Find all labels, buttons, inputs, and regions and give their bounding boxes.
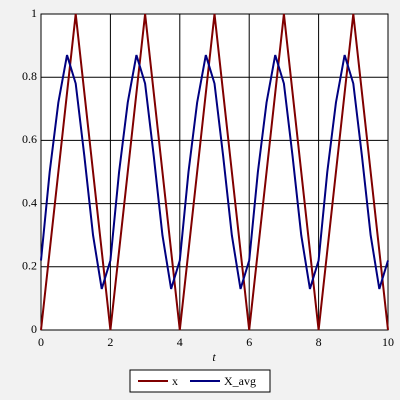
x-tick-label: 10	[382, 335, 394, 349]
x-tick-label: 8	[316, 335, 322, 349]
plot-area	[40, 13, 389, 331]
x-tick-label: 4	[177, 335, 183, 349]
y-tick-label: 0.8	[22, 69, 37, 83]
line	[40, 13, 389, 331]
line	[40, 54, 389, 290]
x-axis-label: t	[212, 350, 216, 364]
y-tick-label: 0.4	[22, 195, 37, 209]
legend-label: X_avg	[224, 374, 256, 388]
x-tick-label: 2	[107, 335, 113, 349]
x-tick-label: 0	[38, 335, 44, 349]
y-tick-label: 0.6	[22, 132, 37, 146]
y-tick-label: 0.2	[22, 259, 37, 273]
x-tick-label: 6	[246, 335, 252, 349]
y-tick-label: 1	[31, 6, 37, 20]
legend-label: x	[172, 374, 178, 388]
y-tick-label: 0	[31, 322, 37, 336]
